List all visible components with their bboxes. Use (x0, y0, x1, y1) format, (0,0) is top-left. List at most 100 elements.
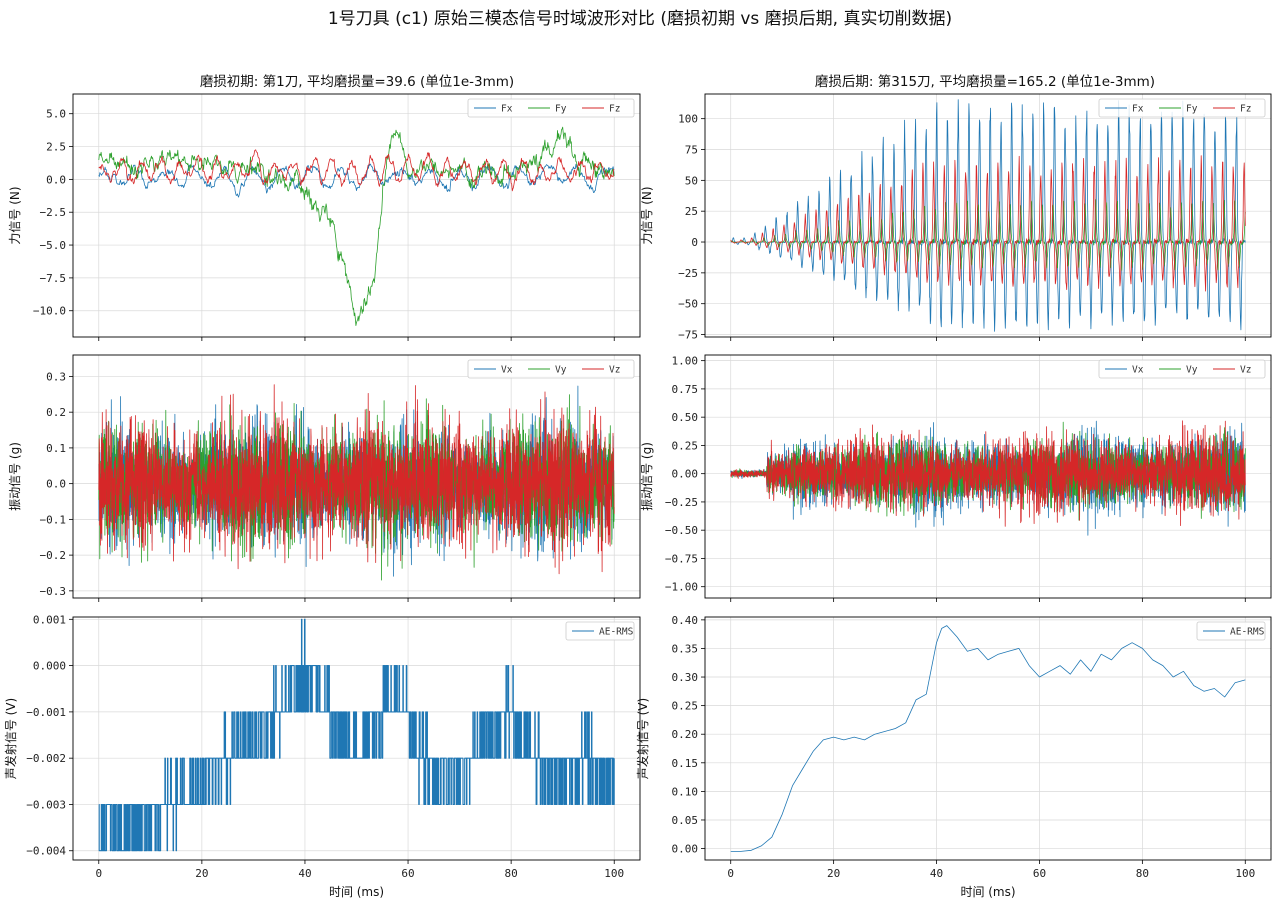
y-tick-label: 0.25 (672, 700, 699, 713)
x-tick-label: 100 (604, 867, 624, 880)
ae-late-axes-frame (704, 616, 1272, 861)
y-tick-label: 0.25 (672, 439, 699, 452)
force-early-panel: 5.0 2.5 0.0 −2.5 −5.0 −7.5 −10.0 力信号 (N) Fx Fy Fz (8, 93, 641, 341)
ae-early-legend: AE-RMS (565, 621, 635, 641)
series-line-ae-rms (730, 625, 1246, 852)
force-late-legend: Fx Fy Fz (1098, 98, 1266, 118)
y-tick-label: 0.40 (672, 614, 699, 627)
series-line-fy (98, 126, 615, 326)
y-tick-label: 100 (678, 113, 698, 126)
ae-late-grid (705, 617, 1271, 860)
y-tick-label: −0.002 (26, 752, 66, 765)
series-line-fz (730, 155, 1246, 292)
y-tick-label: 0.00 (672, 843, 699, 856)
y-tick-label: 0 (691, 236, 698, 249)
legend-box (467, 359, 635, 379)
y-tick-label: −7.5 (40, 272, 67, 285)
y-tick-label: −50 (678, 298, 698, 311)
y-tick-label: 1.00 (672, 355, 699, 368)
series-line-fz (98, 149, 615, 192)
vib-early-plot-area (98, 384, 615, 581)
vib-early-ylabel: 振动信号 (g) (8, 442, 22, 511)
vib-early-panel: 0.3 0.2 0.1 0.0 −0.1 −0.2 −0.3 振动信号 (g) Vx Vy Vz (8, 354, 641, 602)
vib-late-legend: Vx Vy Vz (1098, 359, 1266, 379)
y-tick-label: 0.15 (672, 757, 699, 770)
y-tick-label: 50 (685, 174, 698, 187)
y-tick-label: 0.05 (672, 814, 699, 827)
legend-box (565, 621, 635, 641)
series-line-fx (98, 163, 615, 198)
legend-label-ae-rms: AE-RMS (1230, 627, 1265, 638)
y-tick-label: 0.00 (672, 468, 699, 481)
legend-label-vz: Vz (609, 365, 620, 376)
legend-label-ae-rms: AE-RMS (599, 627, 634, 638)
y-tick-label: −0.001 (26, 706, 66, 719)
legend-label-vz: Vz (1240, 365, 1251, 376)
legend-label-fz: Fz (1240, 104, 1251, 115)
x-tick-label: 0 (95, 867, 102, 880)
ae-late-plot-area (730, 625, 1246, 852)
vib-late-plot-area (730, 420, 1246, 536)
y-tick-label: 2.5 (46, 141, 66, 154)
legend-label-fy: Fy (1186, 104, 1198, 115)
ae-late-legend: AE-RMS (1196, 621, 1266, 641)
y-tick-label: −5.0 (40, 239, 67, 252)
force-late-ylabel: 力信号 (N) (640, 186, 654, 244)
y-tick-label: 0.30 (672, 671, 699, 684)
y-tick-label: 0.0 (46, 478, 66, 491)
series-line-vz (98, 384, 615, 575)
legend-label-fz: Fz (609, 104, 620, 115)
y-tick-label: 0.50 (672, 411, 699, 424)
series-line-ae-rms (98, 618, 615, 852)
legend-box (1098, 98, 1266, 118)
left-column-title: 磨损初期: 第1刀, 平均磨损量=39.6 (单位1e-3mm) (200, 73, 514, 90)
legend-label-vx: Vx (1132, 365, 1144, 376)
right-column-title: 磨损后期: 第315刀, 平均磨损量=165.2 (单位1e-3mm) (815, 73, 1155, 90)
ae-late-ylabel: 声发射信号 (V) (635, 698, 650, 779)
y-tick-label: −0.004 (26, 845, 66, 858)
force-late-plot-area (730, 99, 1246, 332)
ae-early-ylabel: 声发射信号 (V) (3, 698, 18, 779)
ae-early-panel: 0 20 40 60 80 100 0.001 0.000 −0.001 −0.002 −0.003… (3, 613, 641, 899)
vib-late-ylabel: 振动信号 (g) (640, 442, 654, 511)
y-tick-label: −1.00 (665, 581, 698, 594)
series-line-fx (730, 99, 1246, 332)
vib-early-axes-frame (72, 354, 641, 599)
vib-late-axes-frame (704, 354, 1272, 599)
x-tick-label: 20 (195, 867, 208, 880)
y-tick-label: −0.3 (40, 585, 67, 598)
y-tick-label: 0.35 (672, 642, 699, 655)
figure-suptitle: 1号刀具 (c1) 原始三模态信号时域波形对比 (磨损初期 vs 磨损后期, 真… (328, 9, 952, 29)
x-tick-label: 40 (298, 867, 311, 880)
y-tick-label: 0.75 (672, 383, 699, 396)
force-early-axes-frame (72, 93, 641, 338)
force-late-axes-frame (704, 93, 1272, 338)
ae-early-xlabel: 时间 (ms) (329, 885, 384, 899)
x-tick-label: 40 (930, 867, 943, 880)
force-early-ylabel: 力信号 (N) (8, 186, 22, 244)
force-early-plot-area (98, 126, 615, 326)
x-tick-label: 0 (727, 867, 734, 880)
y-tick-label: −25 (678, 267, 698, 280)
y-tick-label: −2.5 (40, 206, 67, 219)
legend-box (1098, 359, 1266, 379)
vib-late-panel: 1.00 0.75 0.50 0.25 0.00 −0.25 −0.50 −0.75 −1.00… (640, 354, 1272, 602)
force-early-legend: Fx Fy Fz (467, 98, 635, 118)
legend-label-fy: Fy (555, 104, 567, 115)
y-tick-label: 25 (685, 205, 698, 218)
legend-label-fx: Fx (501, 104, 513, 115)
ae-early-axes-frame (72, 616, 641, 861)
force-late-panel: 100 75 50 25 0 −25 −50 −75 力信号 (N) Fx Fy Fz (640, 93, 1272, 342)
y-tick-label: 0.20 (672, 728, 699, 741)
legend-label-vy: Vy (1186, 365, 1198, 376)
series-line-vz (730, 420, 1246, 527)
ae-late-xlabel: 时间 (ms) (960, 885, 1015, 899)
x-tick-label: 60 (1033, 867, 1046, 880)
x-tick-label: 80 (1136, 867, 1149, 880)
legend-label-fx: Fx (1132, 104, 1144, 115)
y-tick-label: 0.001 (33, 613, 66, 626)
x-tick-label: 100 (1235, 867, 1255, 880)
y-tick-label: 0.000 (33, 660, 66, 673)
y-tick-label: 0.2 (46, 406, 66, 419)
